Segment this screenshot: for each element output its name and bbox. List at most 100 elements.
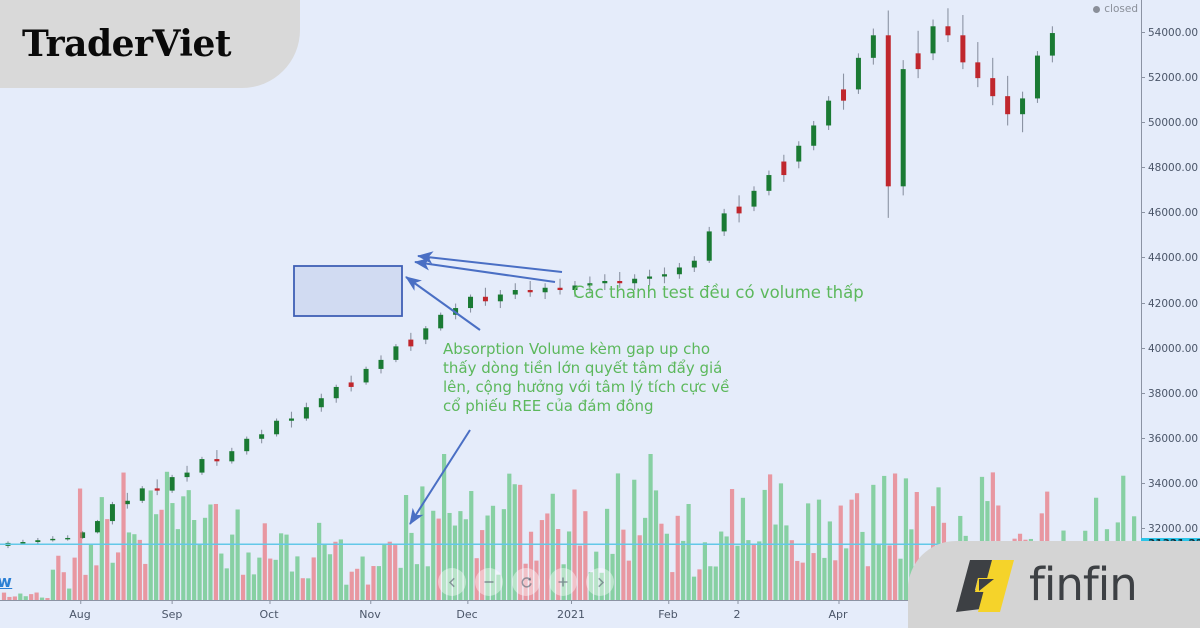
candle-body [841, 89, 847, 101]
volume-bar [224, 568, 229, 600]
volume-bar [566, 531, 572, 600]
volume-bar [300, 578, 305, 600]
candle-body [706, 231, 712, 261]
volume-bar [854, 493, 860, 600]
volume-bar [442, 454, 447, 600]
candle-body [423, 328, 429, 340]
candle-body [378, 359, 384, 369]
volume-bar [876, 544, 881, 600]
volume-bar [871, 484, 876, 600]
candle-body [826, 100, 832, 126]
volume-bar [469, 491, 474, 600]
volume-bar [398, 567, 403, 600]
reset-chart-icon[interactable] [512, 568, 540, 596]
tradingview-watermark-link[interactable]: ew [0, 572, 13, 591]
annotation-arrow-absorption-volume [409, 429, 471, 525]
candle-body [527, 290, 533, 293]
volume-bar [126, 532, 132, 600]
candle-body [199, 459, 205, 473]
candle-body [348, 382, 354, 387]
price-tick: 50000.00 [1141, 117, 1198, 129]
volume-bar [670, 572, 675, 600]
volume-bar [518, 484, 523, 600]
finfin-banner: finfin [908, 541, 1200, 628]
volume-bar [403, 495, 409, 600]
volume-bar [577, 545, 583, 600]
volume-bar [583, 511, 588, 600]
candle-body [393, 346, 399, 360]
volume-bar [262, 523, 267, 600]
candle-body [960, 35, 966, 63]
volume-bar [686, 504, 691, 600]
volume-bar [827, 521, 832, 600]
annotation-line: thấy dòng tiền lớn quyết tâm đẩy giá [443, 359, 723, 377]
volume-bar [452, 525, 458, 600]
volume-bar [279, 533, 284, 600]
candle-body [632, 278, 638, 284]
volume-bar [121, 472, 126, 600]
scroll-left-icon[interactable] [438, 568, 466, 596]
volume-bar [713, 566, 718, 600]
volume-bar [88, 544, 94, 600]
volume-bar [18, 593, 23, 600]
volume-bar [746, 540, 751, 600]
volume-bar [349, 571, 354, 600]
volume-bar [197, 544, 202, 600]
finfin-mark-icon [948, 552, 1020, 618]
volume-bar [811, 553, 816, 600]
volume-bar [507, 473, 512, 600]
zoom-in-icon[interactable] [549, 568, 577, 596]
time-tick: 2021 [557, 600, 585, 621]
volume-bar [431, 510, 436, 600]
volume-bar [29, 594, 34, 600]
candle-body [870, 35, 876, 58]
volume-bar [50, 569, 55, 600]
volume-bar [436, 518, 441, 600]
time-tick: Dec [456, 600, 478, 621]
volume-bar [588, 572, 593, 600]
chart-nav-controls[interactable] [438, 568, 614, 596]
scroll-right-icon[interactable] [586, 568, 614, 596]
candle-body [318, 398, 324, 408]
status-dot-icon [1093, 5, 1101, 13]
volume-bar [257, 557, 262, 600]
volume-bar [7, 596, 12, 600]
price-axis[interactable]: 54000.00 52000.00 50000.00 48000.00 46000.00… [1141, 0, 1200, 600]
volume-bar [838, 505, 843, 600]
candle-body [1034, 55, 1040, 99]
volume-bar [284, 534, 289, 600]
candle-body [363, 368, 369, 383]
volume-bar [72, 557, 77, 600]
candle-body [408, 339, 414, 347]
volume-bar [914, 491, 919, 600]
candle-body [438, 314, 444, 329]
volume-bar [164, 471, 170, 600]
volume-bar [235, 509, 240, 600]
volume-bar [757, 541, 762, 600]
volume-bar [892, 473, 898, 600]
candle-body [214, 459, 220, 462]
zoom-out-icon[interactable] [475, 568, 503, 596]
volume-bar [181, 496, 186, 600]
annotation-note-absorption: Absorption Volume kèm gap up cho thấy dò… [443, 340, 823, 416]
time-tick: Nov [359, 600, 381, 621]
volume-bar [800, 562, 805, 600]
candle-body [990, 78, 996, 97]
volume-bar [458, 511, 463, 600]
volume-bar [376, 566, 381, 600]
volume-bar [844, 548, 849, 600]
candle-body [80, 532, 86, 538]
volume-bar [246, 552, 251, 600]
candle-body [572, 285, 578, 291]
volume-bar [1, 592, 7, 600]
volume-bar [599, 572, 604, 600]
volume-bar [626, 560, 631, 600]
volume-bar [45, 598, 50, 600]
volume-bar [882, 475, 887, 600]
candle-body [766, 175, 772, 191]
consolidation-highlight-box[interactable] [293, 265, 403, 317]
price-tick: 44000.00 [1141, 252, 1198, 264]
volume-bar [355, 568, 360, 600]
time-tick: Feb [658, 600, 678, 621]
